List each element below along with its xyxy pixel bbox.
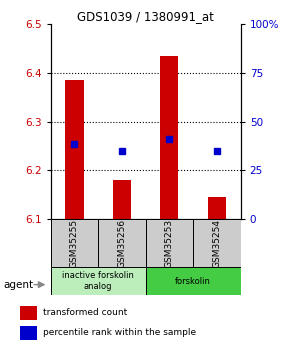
Bar: [208, 197, 226, 219]
Text: GSM35253: GSM35253: [165, 219, 174, 268]
Text: GSM35256: GSM35256: [117, 219, 126, 268]
Bar: [51, 219, 98, 267]
Text: percentile rank within the sample: percentile rank within the sample: [43, 328, 196, 337]
Bar: [20, 326, 37, 340]
Bar: [160, 56, 178, 219]
Bar: [146, 267, 241, 295]
Bar: [98, 219, 146, 267]
Title: GDS1039 / 1380991_at: GDS1039 / 1380991_at: [77, 10, 214, 23]
Text: GSM35255: GSM35255: [70, 219, 79, 268]
Text: forskolin: forskolin: [175, 277, 211, 286]
Bar: [20, 306, 37, 320]
Bar: [146, 219, 193, 267]
Text: GSM35254: GSM35254: [213, 219, 222, 268]
Bar: [193, 219, 241, 267]
Bar: [66, 80, 84, 219]
Text: transformed count: transformed count: [43, 308, 127, 317]
Bar: [51, 267, 146, 295]
Text: agent: agent: [3, 280, 33, 289]
Text: inactive forskolin
analog: inactive forskolin analog: [62, 272, 134, 291]
Bar: [113, 180, 131, 219]
